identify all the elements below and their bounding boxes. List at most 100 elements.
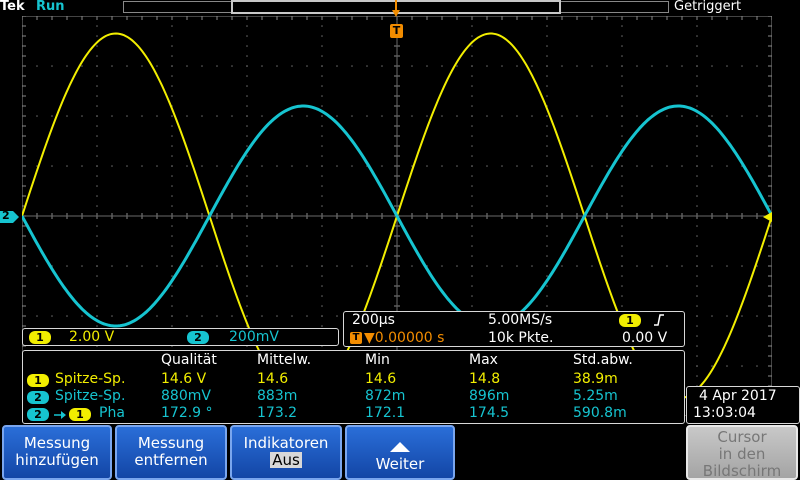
trigger-source-badge[interactable]: 1	[619, 314, 641, 327]
grid-dot	[246, 265, 248, 267]
grid-dot	[171, 245, 173, 247]
more-button[interactable]: Weiter	[345, 425, 455, 480]
grid-dot	[246, 255, 248, 257]
grid-dot	[246, 65, 248, 67]
grid-dot	[561, 115, 563, 117]
datetime-display[interactable]: 4 Apr 2017 13:03:04	[686, 386, 800, 424]
grid-dot	[696, 275, 698, 277]
col-header-max: Max	[469, 352, 498, 368]
grid-dot	[681, 215, 683, 217]
ch1-badge[interactable]: 1	[29, 331, 51, 344]
grid-dot	[696, 185, 698, 187]
grid-dot	[321, 215, 323, 217]
grid-dot	[456, 165, 458, 167]
grid-dot	[471, 125, 473, 127]
grid-dot	[756, 365, 758, 367]
grid-dot	[471, 55, 473, 57]
grid-dot	[546, 215, 548, 217]
grid-dot	[621, 225, 623, 227]
add-measurement-line1: Messung	[23, 434, 91, 452]
grid-dot	[246, 315, 248, 317]
grid-dot	[96, 35, 98, 37]
grid-dot	[321, 16, 323, 17]
grid-dot	[396, 95, 398, 97]
grid-dot	[246, 205, 248, 207]
grid-dot	[576, 115, 578, 117]
grid-dot	[321, 305, 323, 307]
grid-dot	[201, 115, 203, 117]
grid-dot	[681, 115, 683, 117]
grid-dot	[621, 275, 623, 277]
sample-rate: 5.00MS/s	[488, 312, 553, 328]
grid-dot	[396, 205, 398, 207]
grid-dot	[351, 65, 353, 67]
grid-dot	[216, 65, 218, 67]
grid-dot	[696, 165, 698, 167]
grid-dot	[696, 135, 698, 137]
grid-dot	[66, 165, 68, 167]
grid-dot	[471, 165, 473, 167]
indicators-button[interactable]: Indikatoren Aus	[230, 425, 342, 480]
grid-dot	[321, 135, 323, 137]
grid-dot	[621, 155, 623, 157]
indicators-value: Aus	[270, 451, 302, 469]
grid-dot	[411, 115, 413, 117]
grid-dot	[771, 115, 772, 117]
row-value-std: 5.25m	[573, 388, 618, 404]
cursor-line3: Bildschirm	[702, 462, 782, 480]
grid-dot	[261, 65, 263, 67]
more-label: Weiter	[375, 455, 425, 473]
col-header-min: Min	[365, 352, 390, 368]
ch2-ground-marker[interactable]: 2	[0, 209, 20, 223]
grid-dot	[756, 215, 758, 217]
grid-dot	[771, 315, 772, 317]
trigger-position-arrow[interactable]	[391, 0, 401, 18]
grid-dot	[561, 215, 563, 217]
grid-dot	[726, 65, 728, 67]
grid-dot	[321, 145, 323, 147]
grid-dot	[696, 295, 698, 297]
grid-dot	[246, 55, 248, 57]
grid-dot	[396, 16, 398, 17]
grid-dot	[666, 165, 668, 167]
grid-dot	[66, 65, 68, 67]
remove-measurement-button[interactable]: Messung entfernen	[115, 425, 227, 480]
grid-dot	[291, 315, 293, 317]
cursor-on-screen-button[interactable]: Cursor in den Bildschirm	[686, 425, 798, 480]
grid-dot	[96, 85, 98, 87]
grid-dot	[321, 205, 323, 207]
grid-dot	[471, 65, 473, 67]
grid-dot	[636, 65, 638, 67]
grid-dot	[246, 165, 248, 167]
grid-dot	[96, 235, 98, 237]
grid-dot	[396, 155, 398, 157]
add-measurement-line2: hinzufügen	[15, 451, 99, 469]
grid-dot	[396, 55, 398, 57]
grid-dot	[546, 265, 548, 267]
grid-dot	[471, 235, 473, 237]
grid-dot	[171, 315, 173, 317]
grid-dot	[696, 75, 698, 77]
grid-dot	[621, 265, 623, 267]
grid-dot	[351, 215, 353, 217]
grid-dot	[621, 85, 623, 87]
grid-dot	[171, 225, 173, 227]
grid-dot	[546, 95, 548, 97]
add-measurement-button[interactable]: Messung hinzufügen	[2, 425, 112, 480]
grid-dot	[141, 115, 143, 117]
trigger-level-icon[interactable]	[762, 211, 772, 223]
grid-dot	[96, 125, 98, 127]
grid-dot	[36, 315, 38, 317]
ch2-scale: 200mV	[229, 329, 279, 345]
grid-dot	[696, 355, 698, 357]
grid-dot	[321, 55, 323, 57]
grid-dot	[471, 175, 473, 177]
grid-dot	[396, 245, 398, 247]
grid-dot	[726, 215, 728, 217]
grid-dot	[336, 65, 338, 67]
grid-dot	[231, 115, 233, 117]
ch2-badge[interactable]: 2	[187, 331, 209, 344]
grid-dot	[51, 165, 53, 167]
grid-dot	[321, 25, 323, 27]
grid-dot	[276, 65, 278, 67]
